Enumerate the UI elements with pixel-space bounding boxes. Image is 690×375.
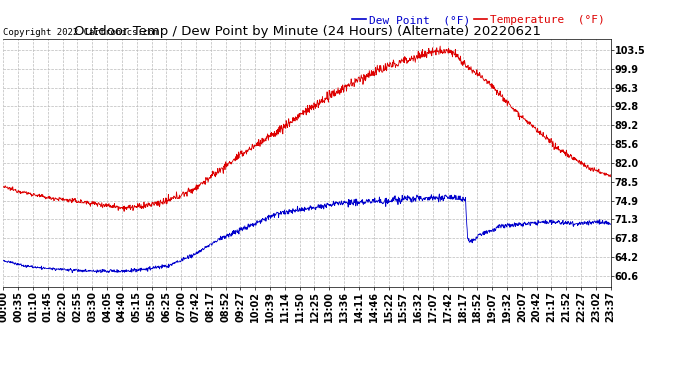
Title: Outdoor Temp / Dew Point by Minute (24 Hours) (Alternate) 20220621: Outdoor Temp / Dew Point by Minute (24 H… <box>74 25 540 38</box>
Text: Copyright 2022 Cartronics.com: Copyright 2022 Cartronics.com <box>3 28 159 37</box>
Legend: Dew Point  (°F), Temperature  (°F): Dew Point (°F), Temperature (°F) <box>353 15 605 25</box>
